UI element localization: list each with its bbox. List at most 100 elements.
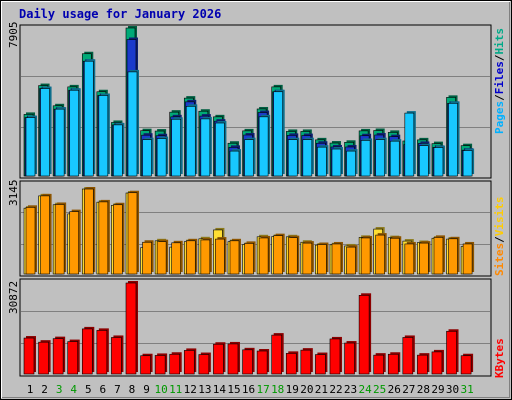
x-tick-label: 14 — [213, 383, 227, 396]
bars-layer — [23, 26, 475, 375]
kbytes-bar — [38, 341, 49, 375]
top-max-label: 7905 — [7, 22, 20, 49]
x-tick-label: 6 — [100, 383, 107, 396]
x-tick-label: 25 — [373, 383, 386, 396]
kbytes-bar — [111, 337, 122, 375]
kbytes-bar — [81, 328, 93, 375]
sites-bar — [317, 244, 327, 275]
legend-sep-1: / — [493, 94, 506, 101]
x-tick-label: 17 — [256, 383, 269, 396]
x-tick-label: 19 — [286, 383, 299, 396]
pages-bar — [185, 106, 196, 177]
pages-bar — [258, 116, 269, 177]
sites-bar — [331, 243, 342, 275]
pages-bar — [273, 91, 283, 177]
pages-bar — [287, 139, 298, 177]
kbytes-bar — [460, 355, 472, 375]
kbytes-bar — [300, 349, 312, 375]
pages-bar — [229, 150, 240, 177]
pages-bar — [83, 60, 94, 177]
kbytes-bar — [387, 353, 399, 375]
sites-bar — [25, 207, 36, 275]
sites-bar — [462, 243, 473, 275]
pages-bar — [331, 148, 342, 177]
kbytes-bar — [373, 354, 384, 375]
pages-bar — [419, 145, 429, 177]
pages-bar — [127, 71, 138, 177]
pages-bar — [346, 150, 356, 177]
x-tick-label: 31 — [460, 383, 473, 396]
pages-bar — [462, 150, 473, 177]
kbytes-bar — [213, 343, 224, 375]
pages-bar — [389, 140, 400, 177]
kbytes-bar — [242, 349, 253, 375]
kbytes-bar — [169, 353, 180, 375]
pages-bar — [25, 117, 36, 177]
kbytes-bar — [446, 330, 457, 375]
bottom-max-label: 30872 — [7, 281, 20, 314]
sites-bar — [448, 238, 458, 275]
pages-bar — [69, 89, 80, 177]
x-tick-label: 18 — [271, 383, 284, 396]
kbytes-bar — [431, 351, 443, 375]
pages-bar — [171, 118, 181, 177]
sites-bar — [244, 243, 254, 275]
legend-sep-3: / — [493, 236, 506, 243]
kbytes-bar — [358, 294, 370, 375]
pages-bar — [40, 88, 50, 177]
kbytes-bar — [417, 354, 428, 375]
pages-bar — [142, 139, 152, 177]
x-tick-label: 4 — [70, 383, 77, 396]
sites-bar — [171, 242, 181, 275]
bottom-legend: KBytes — [493, 338, 506, 378]
x-tick-label: 15 — [227, 383, 240, 396]
kbytes-bar — [23, 337, 35, 375]
pages-bar — [317, 146, 327, 177]
legend-kbytes: KBytes — [493, 338, 506, 378]
x-tick-label: 13 — [198, 383, 211, 396]
legend-files: Files — [493, 61, 506, 94]
x-tick-label: 9 — [143, 383, 150, 396]
kbytes-bar — [125, 282, 137, 375]
x-tick-label: 23 — [344, 383, 357, 396]
kbytes-bar — [183, 350, 195, 375]
kbytes-bar — [227, 343, 239, 375]
pages-bar — [98, 95, 109, 177]
mid-max-label: 3145 — [7, 180, 20, 207]
x-axis-labels: 1 2 3 4 5 6 7 8 9 10 11 12 13 14 15 16 17 18 19 20 21 22 23 24 2… — [27, 383, 474, 396]
x-tick-label: 20 — [300, 383, 313, 396]
x-tick-label: 28 — [417, 383, 430, 396]
kbytes-bar — [52, 338, 64, 375]
sites-bar — [229, 240, 240, 275]
legend-sites: Sites — [493, 243, 506, 276]
pages-bar — [375, 139, 385, 177]
x-tick-label: 3 — [56, 383, 63, 396]
sites-bar — [54, 204, 65, 275]
x-tick-label: 8 — [129, 383, 136, 396]
sites-bar — [98, 201, 109, 275]
sites-bar — [375, 234, 385, 275]
sites-bar — [156, 241, 167, 275]
x-tick-label: 29 — [431, 383, 444, 396]
x-tick-label: 1 — [27, 383, 34, 396]
x-tick-label: 10 — [155, 383, 168, 396]
x-tick-label: 22 — [329, 383, 342, 396]
kbytes-bar — [329, 338, 341, 375]
sites-bar — [273, 235, 283, 275]
sites-bar — [287, 237, 298, 275]
pages-bar — [54, 108, 65, 177]
sites-bar — [346, 246, 356, 275]
sites-bar — [404, 243, 415, 275]
sites-bar — [419, 242, 429, 275]
kbytes-bar — [96, 330, 108, 375]
x-tick-label: 16 — [242, 383, 255, 396]
x-tick-label: 12 — [184, 383, 197, 396]
sites-bar — [200, 239, 211, 275]
pages-bar — [302, 139, 313, 177]
legend-visits: Visits — [493, 197, 506, 237]
x-tick-label: 26 — [388, 383, 401, 396]
x-tick-label: 11 — [169, 383, 182, 396]
pages-bar — [433, 147, 444, 177]
kbytes-bar — [256, 350, 268, 375]
top-legend: Pages/Files/Hits — [493, 28, 506, 134]
